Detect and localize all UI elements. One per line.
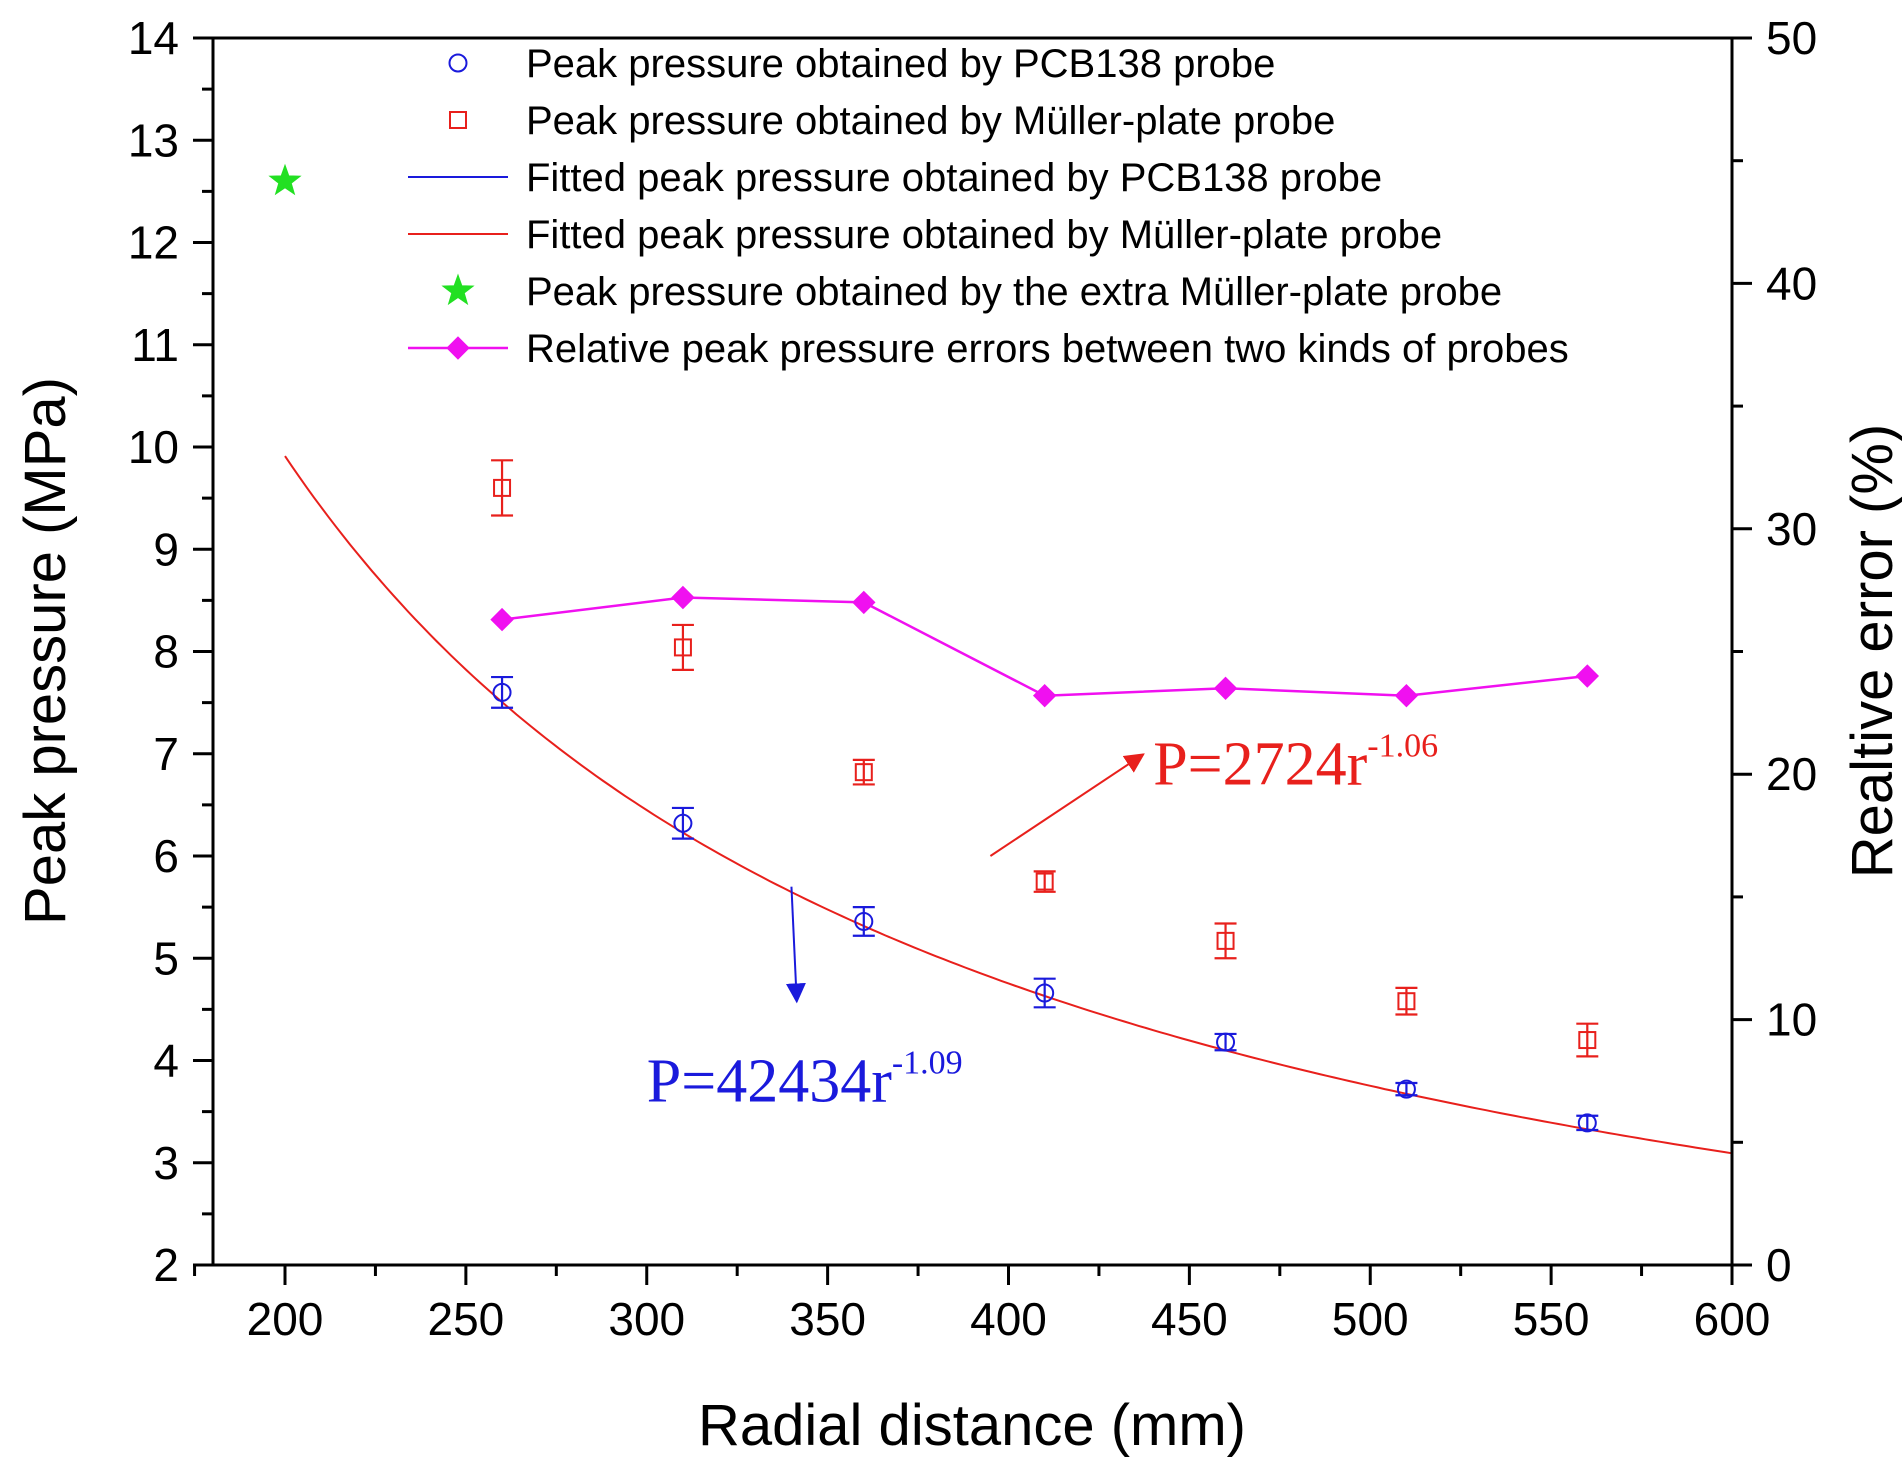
point-square bbox=[1578, 1031, 1597, 1050]
x-tick-label: 200 bbox=[247, 1293, 324, 1345]
x-tick-label: 550 bbox=[1513, 1293, 1590, 1345]
y-left-tick-label: 4 bbox=[153, 1035, 179, 1087]
point-circle bbox=[1396, 1079, 1416, 1099]
y-left-tick-label: 14 bbox=[128, 12, 179, 64]
y-right-tick-label: 50 bbox=[1766, 12, 1817, 64]
x-tick-label: 600 bbox=[1694, 1293, 1771, 1345]
point-square bbox=[1216, 931, 1235, 950]
legend-label: Peak pressure obtained by the extra Müll… bbox=[526, 270, 1502, 314]
x-tick-label: 400 bbox=[970, 1293, 1047, 1345]
y-left-tick-label: 9 bbox=[153, 523, 179, 575]
equation-annotations: P=2724r-1.06 P=42434r-1.09 bbox=[647, 727, 1438, 1115]
point-circle bbox=[1035, 983, 1055, 1003]
y-right-tick-label: 30 bbox=[1766, 503, 1817, 555]
relative-error-point bbox=[490, 607, 514, 632]
x-tick-label: 250 bbox=[428, 1293, 505, 1345]
relative-error-point bbox=[1213, 676, 1238, 701]
point-square bbox=[493, 478, 512, 497]
relative-error-point bbox=[671, 585, 695, 610]
point-square bbox=[1035, 872, 1054, 891]
legend: Peak pressure obtained by PCB138 probe Pe… bbox=[408, 42, 1569, 371]
fit-curve-3 bbox=[284, 455, 1733, 1155]
relative-error-point bbox=[852, 590, 876, 615]
annotation-arrow bbox=[989, 753, 1145, 857]
legend-marker bbox=[441, 273, 475, 306]
y-right-tick-label: 20 bbox=[1766, 748, 1817, 800]
y-left-tick-label: 6 bbox=[153, 830, 179, 882]
y-left-tick-label: 7 bbox=[153, 728, 179, 780]
point-square bbox=[1397, 992, 1416, 1011]
point-square bbox=[854, 763, 873, 782]
legend-label: Peak pressure obtained by PCB138 probe bbox=[526, 42, 1275, 86]
y-left-tick-label: 3 bbox=[153, 1137, 179, 1189]
x-tick-label: 500 bbox=[1332, 1293, 1409, 1345]
point-star bbox=[268, 163, 302, 196]
point-circle bbox=[1577, 1113, 1597, 1133]
point-square bbox=[673, 638, 692, 657]
point-circle bbox=[854, 911, 874, 931]
legend-marker bbox=[449, 111, 467, 129]
error-bars bbox=[491, 459, 1599, 1132]
y-left-axis-title: Peak pressure (MPa) bbox=[13, 377, 78, 925]
x-tick-label: 300 bbox=[608, 1293, 685, 1345]
y-right-tick-label: 40 bbox=[1766, 257, 1817, 309]
legend-marker bbox=[448, 53, 468, 73]
y-left-tick-label: 10 bbox=[128, 421, 179, 473]
y-right-axis-title: Realtive error (%) bbox=[1840, 424, 1902, 878]
y-left-tick-label: 13 bbox=[128, 114, 179, 166]
relative-error-point bbox=[1032, 683, 1057, 708]
relative-error-point bbox=[1575, 664, 1600, 688]
fit-equation: P=2724r-1.06 bbox=[1153, 727, 1438, 798]
legend-label: Relative peak pressure errors between tw… bbox=[526, 327, 1569, 371]
y-right-tick-label: 0 bbox=[1766, 1239, 1792, 1291]
relative-error-series bbox=[490, 585, 1600, 708]
point-circle bbox=[492, 682, 512, 702]
x-axis-title: Radial distance (mm) bbox=[698, 1393, 1246, 1458]
y-right-tick-label: 10 bbox=[1766, 994, 1817, 1046]
fit-curves bbox=[284, 455, 1733, 1155]
y-left-tick-label: 5 bbox=[153, 932, 179, 984]
x-tick-label: 350 bbox=[789, 1293, 866, 1345]
point-circle bbox=[1216, 1032, 1236, 1052]
relative-error-line bbox=[501, 596, 1588, 697]
x-tick-label: 450 bbox=[1151, 1293, 1228, 1345]
fit-equation: P=42434r-1.09 bbox=[647, 1044, 963, 1115]
relative-error-point bbox=[1394, 683, 1419, 708]
data-markers bbox=[268, 163, 1597, 1133]
y-left-tick-label: 12 bbox=[128, 217, 179, 269]
legend-label: Peak pressure obtained by Müller-plate p… bbox=[526, 99, 1335, 143]
point-circle bbox=[673, 813, 693, 833]
annotation-arrow bbox=[785, 886, 806, 1004]
y-left-tick-label: 8 bbox=[153, 626, 179, 678]
y-left-tick-label: 2 bbox=[153, 1239, 179, 1291]
legend-marker bbox=[446, 336, 470, 360]
y-left-tick-label: 11 bbox=[131, 319, 179, 371]
axis-ticks: 200 250 300 350 400 450 500 550 6002345678910111… bbox=[128, 12, 1817, 1345]
legend-label: Fitted peak pressure obtained by PCB138 … bbox=[526, 156, 1382, 200]
legend-label: Fitted peak pressure obtained by Müller-… bbox=[526, 213, 1442, 257]
